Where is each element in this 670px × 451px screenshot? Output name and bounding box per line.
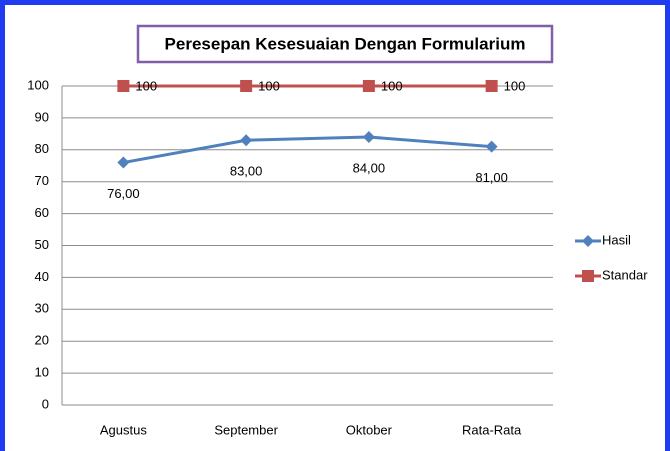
legend-marker <box>582 270 594 282</box>
point <box>362 80 375 92</box>
x-tick-label: September <box>214 422 278 437</box>
legend-marker <box>582 235 594 247</box>
data-label: 100 <box>135 78 157 93</box>
y-tick-label: 10 <box>35 365 49 380</box>
x-tick-label: Oktober <box>346 422 393 437</box>
data-label: 100 <box>504 78 526 93</box>
data-label: 81,00 <box>475 170 508 185</box>
data-label: 83,00 <box>230 164 263 179</box>
point <box>362 131 375 144</box>
legend-label: Standar <box>602 267 648 282</box>
y-tick-label: 100 <box>27 77 49 92</box>
point <box>117 80 130 92</box>
y-tick-label: 0 <box>42 396 49 411</box>
point <box>117 156 130 169</box>
point <box>240 80 253 92</box>
chart-title: Peresepan Kesesuaian Dengan Formularium <box>165 34 526 53</box>
y-tick-label: 60 <box>35 205 49 220</box>
y-tick-label: 30 <box>35 301 49 316</box>
x-tick-label: Agustus <box>100 422 147 437</box>
point <box>240 134 253 147</box>
title-box <box>136 24 554 64</box>
data-label: 100 <box>381 78 403 93</box>
series-line <box>123 135 492 165</box>
x-tick-label: Rata-Rata <box>462 422 522 437</box>
point <box>485 140 498 153</box>
y-tick-label: 70 <box>35 173 49 188</box>
y-tick-label: 40 <box>35 269 49 284</box>
data-label: 76,00 <box>107 186 140 201</box>
y-tick-label: 80 <box>35 141 49 156</box>
y-tick-label: 20 <box>35 333 49 348</box>
data-label: 84,00 <box>353 160 386 175</box>
point <box>485 80 498 92</box>
data-label: 100 <box>258 78 280 93</box>
legend-label: Hasil <box>602 232 631 247</box>
y-tick-label: 90 <box>35 109 49 124</box>
y-tick-label: 50 <box>35 237 49 252</box>
